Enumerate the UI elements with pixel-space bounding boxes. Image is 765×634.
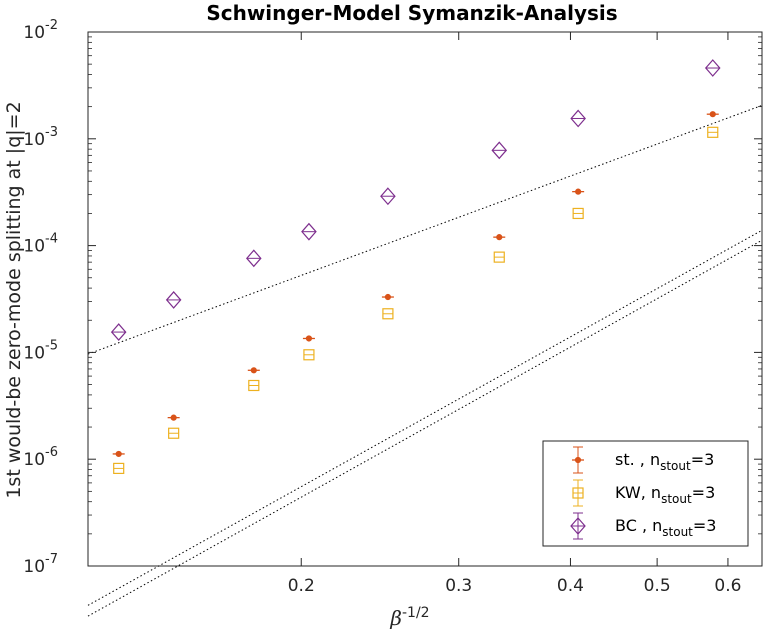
x-axis-label-base: β bbox=[389, 606, 402, 630]
point-s2-5 bbox=[382, 308, 394, 320]
point-s3-8-diamond bbox=[704, 59, 721, 77]
point-s1-2 bbox=[167, 414, 180, 421]
fit-line-2 bbox=[87, 239, 763, 617]
point-s1-8-dot bbox=[709, 111, 716, 118]
point-s2-4 bbox=[303, 349, 315, 361]
point-s3-1 bbox=[110, 323, 127, 341]
point-s2-3 bbox=[248, 379, 260, 392]
y-tick-label-3: 10-5 bbox=[23, 338, 58, 363]
legend: st. , nstout=3 KW, nstout=3 BC , nstout=3 bbox=[542, 440, 749, 547]
point-s2-2 bbox=[168, 427, 180, 439]
point-s3-8 bbox=[704, 59, 721, 77]
axis-ticks: 10-7 10-6 10-5 10-4 10-3 10-2 0.2 0.3 0.4 0.5 0.6 bbox=[23, 18, 762, 596]
point-s1-3-dot bbox=[250, 367, 257, 374]
point-s3-7-diamond bbox=[570, 109, 586, 128]
y-tick-label-1: 10-7 bbox=[23, 552, 58, 577]
fit-line-1 bbox=[87, 229, 763, 606]
point-s3-3 bbox=[245, 249, 262, 268]
point-s1-2-dot bbox=[170, 414, 177, 421]
x-tick-label-2: 0.3 bbox=[445, 576, 472, 596]
point-s3-2 bbox=[165, 291, 182, 309]
legend-entry-1: st. , nstout=3 bbox=[572, 446, 714, 474]
chart-title: Schwinger-Model Symanzik-Analysis bbox=[206, 1, 617, 25]
y-tick-label-6: 10-2 bbox=[23, 18, 58, 43]
legend-marker-3-diamond bbox=[570, 517, 586, 535]
point-s1-1 bbox=[112, 450, 125, 458]
data-marks bbox=[110, 59, 721, 475]
point-s3-1-diamond bbox=[110, 323, 127, 341]
x-tick-label-3: 0.4 bbox=[557, 576, 584, 596]
point-s2-8 bbox=[707, 126, 719, 138]
point-s1-7-dot bbox=[575, 188, 582, 195]
legend-marker-1 bbox=[572, 456, 584, 464]
y-tick-label-2: 10-6 bbox=[23, 445, 58, 470]
x-tick-label-4: 0.5 bbox=[644, 576, 671, 596]
point-s1-4 bbox=[302, 335, 315, 342]
legend-label-1: st. , nstout=3 bbox=[615, 450, 714, 473]
legend-marker-1-dot bbox=[574, 456, 582, 464]
x-axis-label-sup: -1/2 bbox=[402, 605, 430, 621]
point-s1-1-dot bbox=[115, 450, 122, 458]
point-s1-4-dot bbox=[305, 335, 313, 342]
point-s1-3 bbox=[247, 367, 260, 374]
legend-entry-2: KW, nstout=3 bbox=[572, 479, 715, 507]
point-s2-1 bbox=[113, 462, 125, 475]
point-s3-6 bbox=[491, 141, 508, 160]
point-s1-6-dot bbox=[496, 234, 503, 241]
point-s3-7 bbox=[570, 109, 586, 128]
y-tick-label-4: 10-4 bbox=[23, 232, 58, 257]
legend-entry-3: BC , nstout=3 bbox=[570, 512, 716, 540]
point-s3-3-diamond bbox=[245, 249, 262, 268]
point-s2-7 bbox=[572, 207, 584, 220]
legend-marker-2 bbox=[572, 487, 584, 499]
point-s1-7 bbox=[572, 188, 585, 195]
y-tick-label-5: 10-3 bbox=[23, 125, 58, 150]
legend-label-2: KW, nstout=3 bbox=[615, 483, 715, 506]
legend-marker-3 bbox=[570, 517, 586, 535]
point-s3-4 bbox=[301, 222, 317, 241]
point-s1-5 bbox=[381, 293, 394, 301]
point-s3-5 bbox=[380, 187, 396, 206]
x-tick-label-5: 0.6 bbox=[714, 576, 741, 596]
point-s3-4-diamond bbox=[301, 222, 317, 241]
point-s3-2-diamond bbox=[165, 291, 182, 309]
fit-lines bbox=[87, 104, 763, 617]
x-tick-label-1: 0.2 bbox=[288, 576, 315, 596]
x-axis-label: β-1/2 bbox=[389, 605, 429, 630]
y-axis-label: 1st would-be zero-mode splitting at |q|=… bbox=[3, 101, 25, 498]
legend-label-3: BC , nstout=3 bbox=[615, 516, 716, 539]
point-s1-5-dot bbox=[384, 293, 392, 301]
point-s1-8 bbox=[706, 111, 719, 118]
point-s1-6 bbox=[493, 234, 506, 241]
point-s2-6 bbox=[493, 251, 505, 263]
point-s3-6-diamond bbox=[491, 141, 508, 160]
point-s3-5-diamond bbox=[380, 187, 396, 206]
